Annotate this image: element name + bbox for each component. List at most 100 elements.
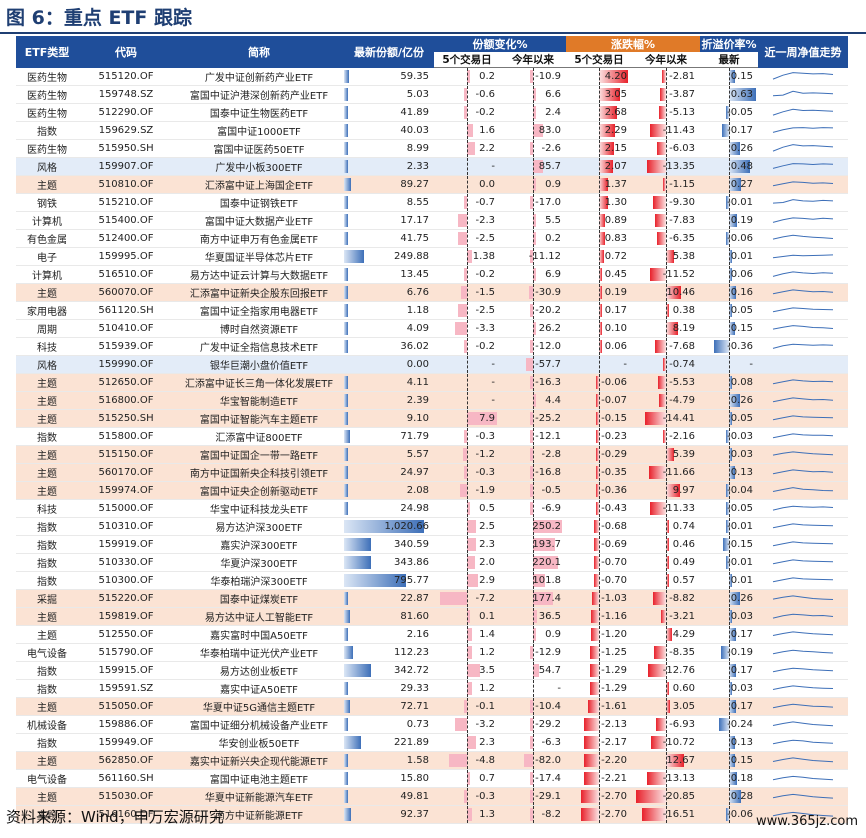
rise-ytd-value: 4.29 (672, 629, 695, 640)
change-ytd-axis (533, 428, 534, 445)
cell-rise-ytd: -6.93 (632, 716, 700, 734)
change-5d-axis (467, 662, 468, 679)
change-5d-bar (467, 646, 472, 659)
change-5d-bar (467, 502, 470, 515)
cell-change-ytd: -6.9 (500, 500, 566, 518)
change-5d-value: -1.5 (475, 287, 495, 298)
share-value: 24.98 (400, 503, 429, 514)
cell-type: 主题 (16, 751, 78, 770)
change-ytd-axis (533, 374, 534, 391)
cell-share: 9.10 (344, 409, 434, 428)
rise-ytd-bar (652, 196, 666, 209)
premium-value: 0.01 (730, 251, 753, 262)
premium-value: 0.17 (730, 701, 753, 712)
cell-premium: 0.03 (700, 445, 758, 464)
cell-code: 515939.OF (98, 341, 154, 352)
cell-premium: -0.19 (700, 644, 758, 662)
rise-ytd-value: 12.67 (666, 755, 695, 766)
change-ytd-bar (533, 106, 536, 119)
rise-5d-axis (599, 266, 600, 283)
rise-ytd-axis (666, 554, 667, 571)
share-bar (344, 664, 371, 677)
cell-change-ytd: -16.8 (500, 463, 566, 482)
premium-axis (729, 68, 730, 85)
cell-premium: 0.13 (700, 734, 758, 752)
rise-ytd-axis (666, 446, 667, 463)
change-5d-value: -0.2 (475, 107, 495, 118)
change-ytd-value: 0.9 (545, 629, 561, 640)
change-ytd-axis (533, 626, 534, 643)
cell-rise-ytd: 0.38 (632, 302, 700, 320)
change-ytd-value: -29.2 (535, 719, 561, 730)
rise-5d-axis (599, 698, 600, 715)
cell-code: 159591.SZ (98, 683, 154, 694)
share-bar (344, 772, 348, 785)
cell-name: 富国中证智能汽车主题ETF (174, 409, 344, 428)
rise-ytd-axis (666, 464, 667, 481)
cell-change-ytd: 26.2 (500, 320, 566, 338)
premium-axis (729, 248, 730, 265)
cell-type: 电气设备 (27, 649, 67, 660)
change-5d-value: -0.3 (475, 431, 495, 442)
rise-ytd-axis (666, 680, 667, 697)
change-ytd-bar (523, 754, 533, 767)
change-ytd-axis (533, 500, 534, 517)
cell-type: 主题 (16, 607, 78, 626)
premium-bar (721, 124, 729, 137)
table-row: 指数 159915.OF 易方达创业板ETF 342.72 3.5 54.7 -1.29 -1… (16, 662, 848, 680)
cell-rise-5d: 3.05 (566, 86, 632, 104)
cell-trend (758, 518, 848, 536)
cell-change-5d: -0.2 (434, 104, 500, 122)
cell-share: 92.37 (344, 805, 434, 824)
rise-ytd-value: -2.81 (669, 71, 695, 82)
share-value: 249.88 (394, 251, 429, 262)
rise-ytd-value: -7.83 (669, 215, 695, 226)
cell-share: 5.57 (344, 445, 434, 464)
cell-code: 159907.OF (78, 157, 174, 176)
rise-5d-axis (599, 320, 600, 337)
premium-value: -0.05 (727, 107, 753, 118)
cell-code: 515220.OF (78, 589, 174, 608)
rise-ytd-value: -10.72 (662, 737, 695, 748)
change-5d-value: 1.2 (479, 683, 495, 694)
change-ytd-bar (530, 808, 533, 821)
cell-rise-ytd: -5.13 (632, 104, 700, 122)
rise-5d-value: -1.61 (601, 701, 627, 712)
premium-value: -0.36 (727, 341, 753, 352)
rise-ytd-bar (647, 772, 666, 785)
premium-value: -0.06 (727, 233, 753, 244)
cell-trend (758, 140, 848, 158)
cell-change-5d: 7.9 (434, 409, 500, 428)
trend-sparkline (772, 144, 834, 152)
rise-5d-bar (599, 304, 602, 317)
cell-change-5d: -2.5 (434, 302, 500, 320)
share-value: 1,020.66 (384, 521, 429, 532)
rise-ytd-axis (666, 302, 667, 319)
cell-rise-5d: 0.89 (566, 212, 632, 230)
cell-rise-5d: 1.37 (566, 175, 632, 194)
cell-change-ytd: -30.9 (500, 283, 566, 302)
rise-ytd-bar (649, 466, 666, 479)
premium-axis (729, 662, 730, 679)
trend-sparkline (772, 523, 834, 529)
cell-change-ytd: 0.2 (500, 230, 566, 248)
rise-ytd-bar (649, 124, 666, 137)
cell-rise-ytd: -8.82 (632, 589, 700, 608)
change-5d-bar (467, 520, 477, 533)
rise-ytd-bar (662, 70, 666, 83)
cell-change-5d: -2.3 (434, 212, 500, 230)
premium-bar (729, 772, 737, 785)
change-5d-value: -0.6 (475, 89, 495, 100)
cell-rise-5d: 0.17 (566, 302, 632, 320)
cell-code: 515210.OF (98, 197, 154, 208)
change-5d-axis (467, 608, 468, 625)
cell-change-5d: 1.4 (434, 626, 500, 644)
premium-value: 0.18 (730, 773, 753, 784)
trend-line (772, 144, 834, 152)
trend-sparkline (772, 379, 834, 385)
premium-value: 0.08 (730, 377, 753, 388)
change-5d-bar (449, 754, 467, 767)
cell-premium: 0.03 (700, 680, 758, 698)
premium-axis (729, 176, 730, 193)
header-change-ytd: 今年以来 (500, 52, 566, 68)
